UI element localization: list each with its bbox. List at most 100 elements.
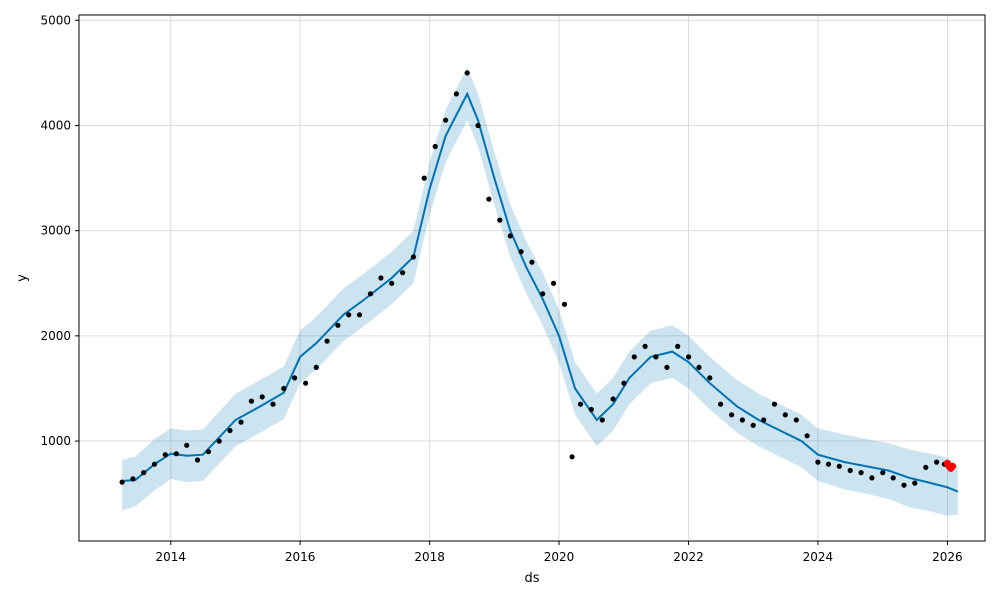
highlight-point: [949, 462, 957, 470]
observed-point: [804, 433, 810, 439]
y-tick-label: 2000: [40, 329, 71, 343]
observed-point: [453, 91, 459, 97]
observed-point: [248, 398, 254, 404]
observed-point: [869, 475, 875, 481]
observed-point: [599, 417, 605, 423]
y-axis-label: y: [15, 274, 30, 282]
observed-point: [934, 459, 940, 465]
x-tick-label: 2016: [285, 550, 316, 564]
observed-point: [664, 364, 670, 370]
observed-point: [130, 476, 136, 482]
observed-point: [739, 417, 746, 423]
observed-point: [162, 452, 168, 458]
observed-point: [400, 270, 406, 276]
observed-point: [259, 394, 265, 400]
forecast-line: [122, 91, 959, 493]
observed-point: [540, 291, 546, 297]
observed-point: [303, 380, 309, 386]
observed-point: [173, 451, 179, 457]
observed-point: [718, 401, 724, 407]
plot-frame: [78, 14, 986, 542]
observed-points-layer: [119, 70, 948, 488]
observed-point: [621, 380, 627, 386]
y-axis-ticks: 1000 2000 3000 4000 5000: [40, 13, 79, 448]
observed-point: [443, 117, 449, 123]
observed-point: [890, 475, 896, 481]
observed-point: [686, 354, 692, 360]
observed-point: [389, 280, 395, 286]
observed-point: [858, 470, 864, 476]
observed-point: [912, 480, 918, 486]
observed-point: [313, 364, 319, 370]
x-tick-label: 2024: [803, 550, 834, 564]
observed-point: [151, 461, 158, 467]
observed-point: [421, 175, 427, 181]
observed-point: [119, 479, 125, 485]
observed-point: [782, 412, 788, 418]
observed-point: [227, 427, 233, 434]
observed-point: [550, 280, 557, 286]
observed-point: [270, 401, 276, 407]
forecast-line-layer: [122, 91, 959, 493]
observed-point: [464, 70, 470, 76]
observed-point: [194, 457, 201, 463]
observed-point: [205, 449, 211, 455]
observed-point: [675, 343, 681, 349]
observed-point: [141, 470, 147, 476]
observed-point: [588, 406, 594, 413]
x-axis-ticks: 2014 2016 2018 2020 2022 2024 2026: [156, 541, 963, 564]
observed-point: [569, 454, 575, 460]
observed-point: [216, 438, 222, 444]
x-tick-label: 2014: [156, 550, 187, 564]
observed-point: [356, 312, 363, 318]
y-tick-label: 5000: [40, 13, 71, 27]
observed-point: [292, 375, 298, 381]
observed-point: [335, 322, 341, 328]
observed-point: [825, 461, 832, 467]
x-tick-label: 2018: [414, 550, 445, 564]
highlight-points-layer: [943, 459, 957, 472]
observed-point: [771, 401, 778, 407]
observed-point: [750, 422, 756, 428]
observed-point: [475, 122, 481, 129]
observed-point: [577, 401, 584, 407]
observed-point: [497, 217, 503, 223]
y-tick-label: 4000: [40, 118, 71, 132]
observed-point: [631, 354, 637, 360]
observed-point: [238, 419, 244, 425]
observed-point: [901, 482, 907, 488]
observed-point: [610, 396, 616, 402]
observed-point: [729, 412, 735, 418]
observed-point: [184, 442, 190, 448]
observed-point: [653, 354, 659, 360]
observed-point: [696, 364, 702, 370]
observed-point: [847, 467, 853, 474]
x-axis-label: ds: [524, 571, 539, 586]
observed-point: [367, 291, 374, 297]
observed-point: [486, 196, 492, 202]
observed-point: [346, 312, 352, 318]
observed-point: [880, 470, 886, 476]
x-tick-label: 2020: [544, 550, 575, 564]
x-tick-label: 2026: [932, 550, 963, 564]
observed-point: [378, 275, 384, 281]
observed-point: [432, 143, 438, 150]
observed-point: [836, 463, 842, 469]
observed-point: [815, 459, 821, 465]
observed-point: [529, 259, 535, 265]
y-tick-label: 1000: [40, 434, 71, 448]
x-tick-label: 2022: [673, 550, 704, 564]
y-tick-label: 3000: [40, 224, 71, 238]
observed-point: [793, 417, 799, 423]
grid-lines: [79, 15, 985, 541]
observed-point: [923, 464, 929, 470]
observed-point: [410, 254, 416, 260]
observed-point: [507, 233, 513, 239]
observed-point: [761, 417, 767, 423]
observed-point: [281, 385, 287, 392]
observed-point: [642, 343, 648, 349]
observed-point: [707, 375, 713, 381]
observed-point: [324, 338, 330, 344]
